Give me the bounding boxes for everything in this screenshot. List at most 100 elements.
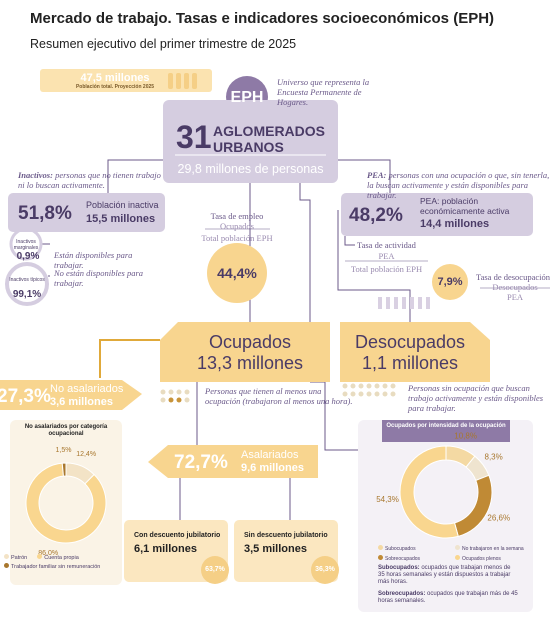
- legend-item: Cuenta propia: [37, 554, 79, 561]
- non-salaried-rate: 27,3%: [0, 386, 51, 407]
- pea-box: [341, 193, 533, 236]
- non-salaried-label: No asalariados: [50, 383, 124, 395]
- pea-label: PEA: población económicamente activa: [420, 196, 510, 216]
- legend-label: Trabajador familiar sin remuneración: [11, 564, 101, 571]
- legend-swatch: [378, 545, 383, 550]
- subtitle: Resumen ejecutivo del primer trimestre d…: [30, 37, 297, 51]
- rate-denominator: Total población EPH: [201, 233, 273, 243]
- inactive-count: 15,5 millones: [86, 213, 156, 225]
- rate-denominator: Total población EPH: [350, 264, 423, 274]
- connector: [107, 159, 163, 193]
- employment-circle: [207, 243, 267, 303]
- value-label: 54,3%: [376, 495, 399, 504]
- salaried-count: 9,6 millones: [241, 462, 304, 474]
- inactive-box: [8, 193, 165, 232]
- term: Sobreocupados:: [378, 591, 426, 597]
- value-label: 86,0%: [38, 550, 58, 557]
- donut-title: No asalariados por categoría ocupacional: [24, 424, 108, 437]
- non-salaried-banner: [0, 380, 142, 410]
- rate-name: Tasa de desocupación: [476, 272, 550, 282]
- marginal-label: Inactivos marginales: [13, 239, 39, 251]
- card-label: Sin descuento jubilatorio: [244, 532, 328, 539]
- legend-swatch: [37, 554, 43, 559]
- card-share: 63,7%: [205, 566, 225, 573]
- unemployed-shape: [340, 322, 490, 382]
- legend-item: Sobreocupados: [378, 554, 451, 563]
- legend-item: Subocupados: [378, 545, 451, 553]
- inactive-rate: 51,8%: [18, 203, 72, 224]
- employed-label: Ocupados: [208, 332, 292, 352]
- agglomerates-box: [163, 100, 338, 183]
- legend-item: Patrón: [4, 554, 27, 561]
- legend: Patrón Cuenta propia Trabajador familiar s…: [4, 554, 122, 571]
- typical-note: No están disponibles para trabajar.: [54, 268, 144, 289]
- agglomerates-people: 29,8 millones de personas: [177, 162, 324, 176]
- typical-circle: [5, 262, 49, 306]
- rate-numerator: Ocupados: [220, 221, 254, 231]
- agglomerates-number: 31: [176, 119, 212, 155]
- legend: Subocupados No trabajaron en la semana Sob…: [378, 545, 528, 563]
- note: personas que no tienen trabajo ni lo bus…: [18, 170, 161, 191]
- card-count: 3,5 millones: [244, 543, 307, 555]
- share-circle: [311, 556, 339, 584]
- value-label: 1,5%: [56, 447, 72, 454]
- legend-item: Ocupados plenos: [455, 554, 528, 563]
- card-share: 36,3%: [315, 566, 335, 573]
- rate-denominator: PEA: [506, 292, 524, 302]
- population-label: Población total. Proyección 2025: [75, 84, 155, 90]
- eph-label: EPH: [230, 89, 264, 106]
- unemployed-count: 1,1 millones: [361, 353, 459, 373]
- donut-segment: [61, 462, 67, 477]
- connector: [338, 159, 391, 193]
- legend-swatch: [4, 563, 9, 569]
- marginal-circle: [9, 227, 43, 261]
- agglomerates-label: AGLOMERADOS URBANOS: [213, 123, 325, 156]
- non-salaried-count: 3,6 millones: [50, 396, 113, 408]
- card-label: Con descuento jubilatorio: [134, 532, 221, 539]
- employed-note: Personas que tienen al menos una ocupaci…: [205, 386, 353, 407]
- legend-swatch: [378, 554, 383, 560]
- donut-card: [10, 420, 122, 585]
- legend-swatch: [4, 554, 9, 559]
- pea-rate: 48,2%: [349, 205, 403, 226]
- legend-label: Cuenta propia: [44, 555, 79, 561]
- people-icons: [378, 297, 430, 309]
- legend-swatch: [455, 554, 460, 560]
- term: PEA:: [367, 170, 387, 180]
- connector: [99, 339, 160, 378]
- value-label: 26,6%: [487, 514, 510, 523]
- salaried-label: Asalariados: [241, 449, 299, 461]
- legend-label: Sobreocupados: [385, 555, 421, 562]
- value-label: 8,3%: [485, 452, 503, 461]
- donut-segment: [399, 445, 459, 539]
- employed-shape: [160, 322, 330, 382]
- value-label: 10,8%: [454, 431, 477, 440]
- legend-label: No trabajaron en la semana: [462, 546, 524, 552]
- legend-label: Subocupados: [385, 546, 416, 552]
- note: ocupados que trabajan más de 45 horas se…: [378, 591, 518, 604]
- rate-name: Tasa de empleo: [210, 211, 264, 221]
- donut-title-bg: [382, 420, 510, 442]
- title: Mercado de trabajo. Tasas e indicadores …: [30, 10, 495, 27]
- unemployment-circle: [432, 264, 468, 300]
- card-count: 6,1 millones: [134, 543, 197, 555]
- legend-item: Trabajador familiar sin remuneración: [4, 563, 100, 570]
- share-circle: [201, 556, 229, 584]
- rate-value: 44,4%: [217, 265, 257, 281]
- rate-name: Tasa de actividad: [357, 240, 416, 250]
- donuts: 12,4% 86,0% 1,5% 10,8% 8,3% 26,6% 54,3%: [25, 431, 510, 557]
- marginal-note: Están disponibles para trabajar.: [54, 250, 133, 271]
- marginal-value: 0,9%: [16, 251, 40, 262]
- eph-note: Universo que representa la Encuesta Perm…: [277, 77, 370, 108]
- typical-label: Inactivos típicos: [9, 277, 45, 283]
- value-label: 12,4%: [76, 451, 96, 458]
- donut-card: [358, 420, 533, 612]
- legend-label: Patrón: [11, 555, 28, 561]
- note: ocupados que trabajan menos de 35 horas …: [378, 565, 511, 585]
- legend-swatch: [455, 545, 460, 550]
- rate-value: 7,9%: [437, 276, 463, 288]
- unemployed-note: Personas sin ocupación que buscan trabaj…: [408, 383, 544, 414]
- salaried-rate: 72,7%: [174, 452, 228, 473]
